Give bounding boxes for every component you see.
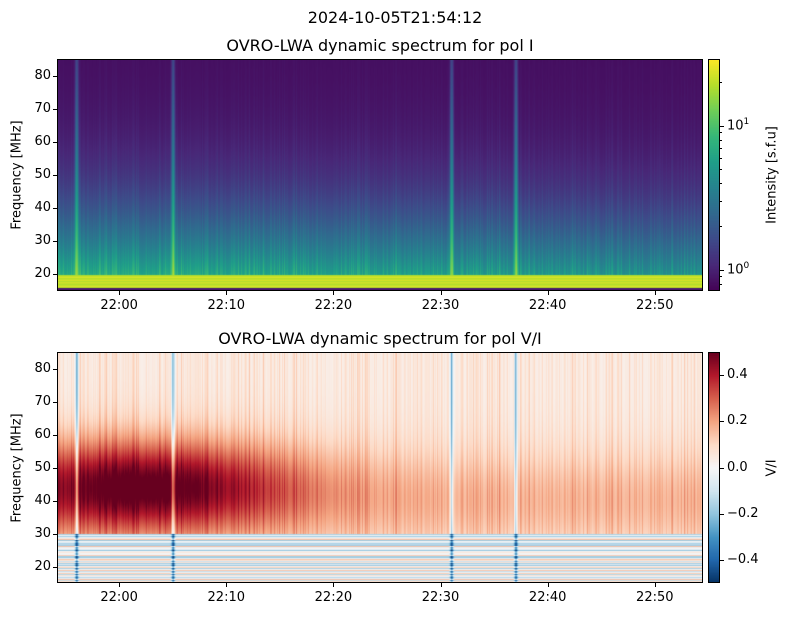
x-tick-label: 22:30	[421, 298, 460, 313]
colorbar-tick	[720, 168, 722, 170]
x-tick-label: 22:20	[314, 590, 353, 605]
y-tick-label: 80	[34, 360, 51, 376]
heatmap-image-0	[57, 59, 703, 291]
x-tick-label: 22:10	[207, 590, 245, 605]
x-tick-label: 22:00	[100, 590, 138, 605]
y-tick-label: 20	[34, 266, 51, 282]
x-tick-label: 22:40	[528, 298, 567, 313]
colorbar-tick	[720, 200, 722, 202]
y-tick	[53, 274, 57, 276]
colorbar-tick-label: 0.2	[727, 413, 748, 429]
chart-title: OVRO-LWA dynamic spectrum for pol I	[226, 36, 534, 55]
colorbar-tick-label: 101	[727, 116, 750, 133]
y-tick-label: 50	[34, 167, 51, 182]
y-tick-label: 30	[34, 525, 51, 541]
x-tick	[440, 291, 442, 295]
x-tick	[547, 583, 549, 587]
colorbar-1	[708, 352, 720, 583]
y-tick	[53, 241, 57, 243]
colorbar-tick-label: −0.4	[727, 551, 759, 567]
figure-suptitle: 2024-10-05T21:54:12	[307, 8, 483, 27]
axes-frame	[57, 59, 703, 291]
x-tick	[547, 291, 549, 295]
x-tick-label: 22:00	[100, 298, 138, 313]
colorbar-0	[708, 59, 720, 291]
x-tick	[440, 583, 442, 587]
y-tick-label: 70	[34, 100, 51, 116]
colorbar-tick	[720, 226, 722, 228]
x-tick	[333, 291, 335, 295]
colorbar-tick	[720, 132, 722, 134]
colorbar-tick	[720, 375, 724, 377]
colorbar-frame	[708, 352, 720, 583]
x-tick-label: 22:40	[528, 590, 567, 605]
colorbar-tick	[720, 157, 722, 159]
colorbar-tick	[720, 269, 724, 271]
x-tick	[226, 583, 228, 587]
y-tick-label: 70	[34, 393, 51, 409]
y-tick-label: 40	[34, 492, 51, 508]
y-tick-label: 40	[34, 200, 51, 216]
y-tick	[53, 434, 57, 436]
colorbar-tick	[720, 421, 724, 423]
y-tick-label: 50	[34, 459, 51, 475]
y-tick-label: 80	[34, 67, 51, 83]
y-tick-label: 20	[34, 558, 51, 574]
colorbar-tick-label: 0.0	[727, 459, 748, 475]
y-axis-label: Frequency [MHz]	[9, 120, 25, 230]
chart-title: OVRO-LWA dynamic spectrum for pol V/I	[218, 329, 542, 348]
y-tick	[53, 533, 57, 535]
colorbar-tick	[720, 82, 722, 84]
colorbar-tick	[720, 182, 722, 184]
colorbar-label: Intensity [s.f.u]	[764, 126, 780, 224]
x-tick	[119, 291, 121, 295]
colorbar-tick	[720, 139, 722, 141]
y-tick	[53, 566, 57, 568]
x-tick-label: 22:10	[207, 298, 245, 313]
y-tick	[53, 467, 57, 469]
y-tick-label: 60	[34, 133, 51, 149]
colorbar-tick	[720, 559, 724, 561]
y-tick	[53, 108, 57, 110]
x-tick	[119, 583, 121, 587]
colorbar-tick	[720, 283, 722, 285]
x-tick	[333, 583, 335, 587]
colorbar-tick-exponent: 0	[743, 260, 750, 271]
axes-frame	[57, 352, 703, 583]
x-tick	[654, 291, 656, 295]
colorbar-tick	[720, 276, 722, 278]
colorbar-tick	[720, 467, 724, 469]
y-tick	[53, 175, 57, 176]
x-tick	[226, 291, 228, 295]
x-tick-label: 22:50	[636, 590, 674, 605]
y-tick	[53, 141, 57, 143]
x-tick-label: 22:50	[636, 298, 674, 313]
y-tick-label: 60	[34, 426, 51, 442]
colorbar-tick	[720, 513, 724, 515]
y-tick	[53, 500, 57, 502]
colorbar-label: V/I	[764, 458, 780, 477]
colorbar-tick	[720, 147, 722, 149]
colorbar-tick-label: −0.2	[727, 505, 759, 521]
y-axis-label: Frequency [MHz]	[9, 412, 25, 523]
heatmap-image-1	[57, 352, 703, 583]
x-tick	[654, 583, 656, 587]
y-tick-label: 30	[34, 233, 51, 249]
colorbar-tick-exponent: 1	[743, 116, 750, 127]
y-tick	[53, 401, 57, 403]
x-tick-label: 22:20	[314, 298, 353, 313]
y-tick	[53, 208, 57, 210]
colorbar-tick-label: 100	[727, 260, 750, 277]
colorbar-frame	[708, 59, 720, 291]
colorbar-tick	[720, 125, 724, 127]
y-tick	[53, 75, 57, 77]
x-tick-label: 22:30	[421, 590, 460, 605]
y-tick	[53, 368, 57, 370]
colorbar-tick-label: 0.4	[727, 367, 748, 383]
